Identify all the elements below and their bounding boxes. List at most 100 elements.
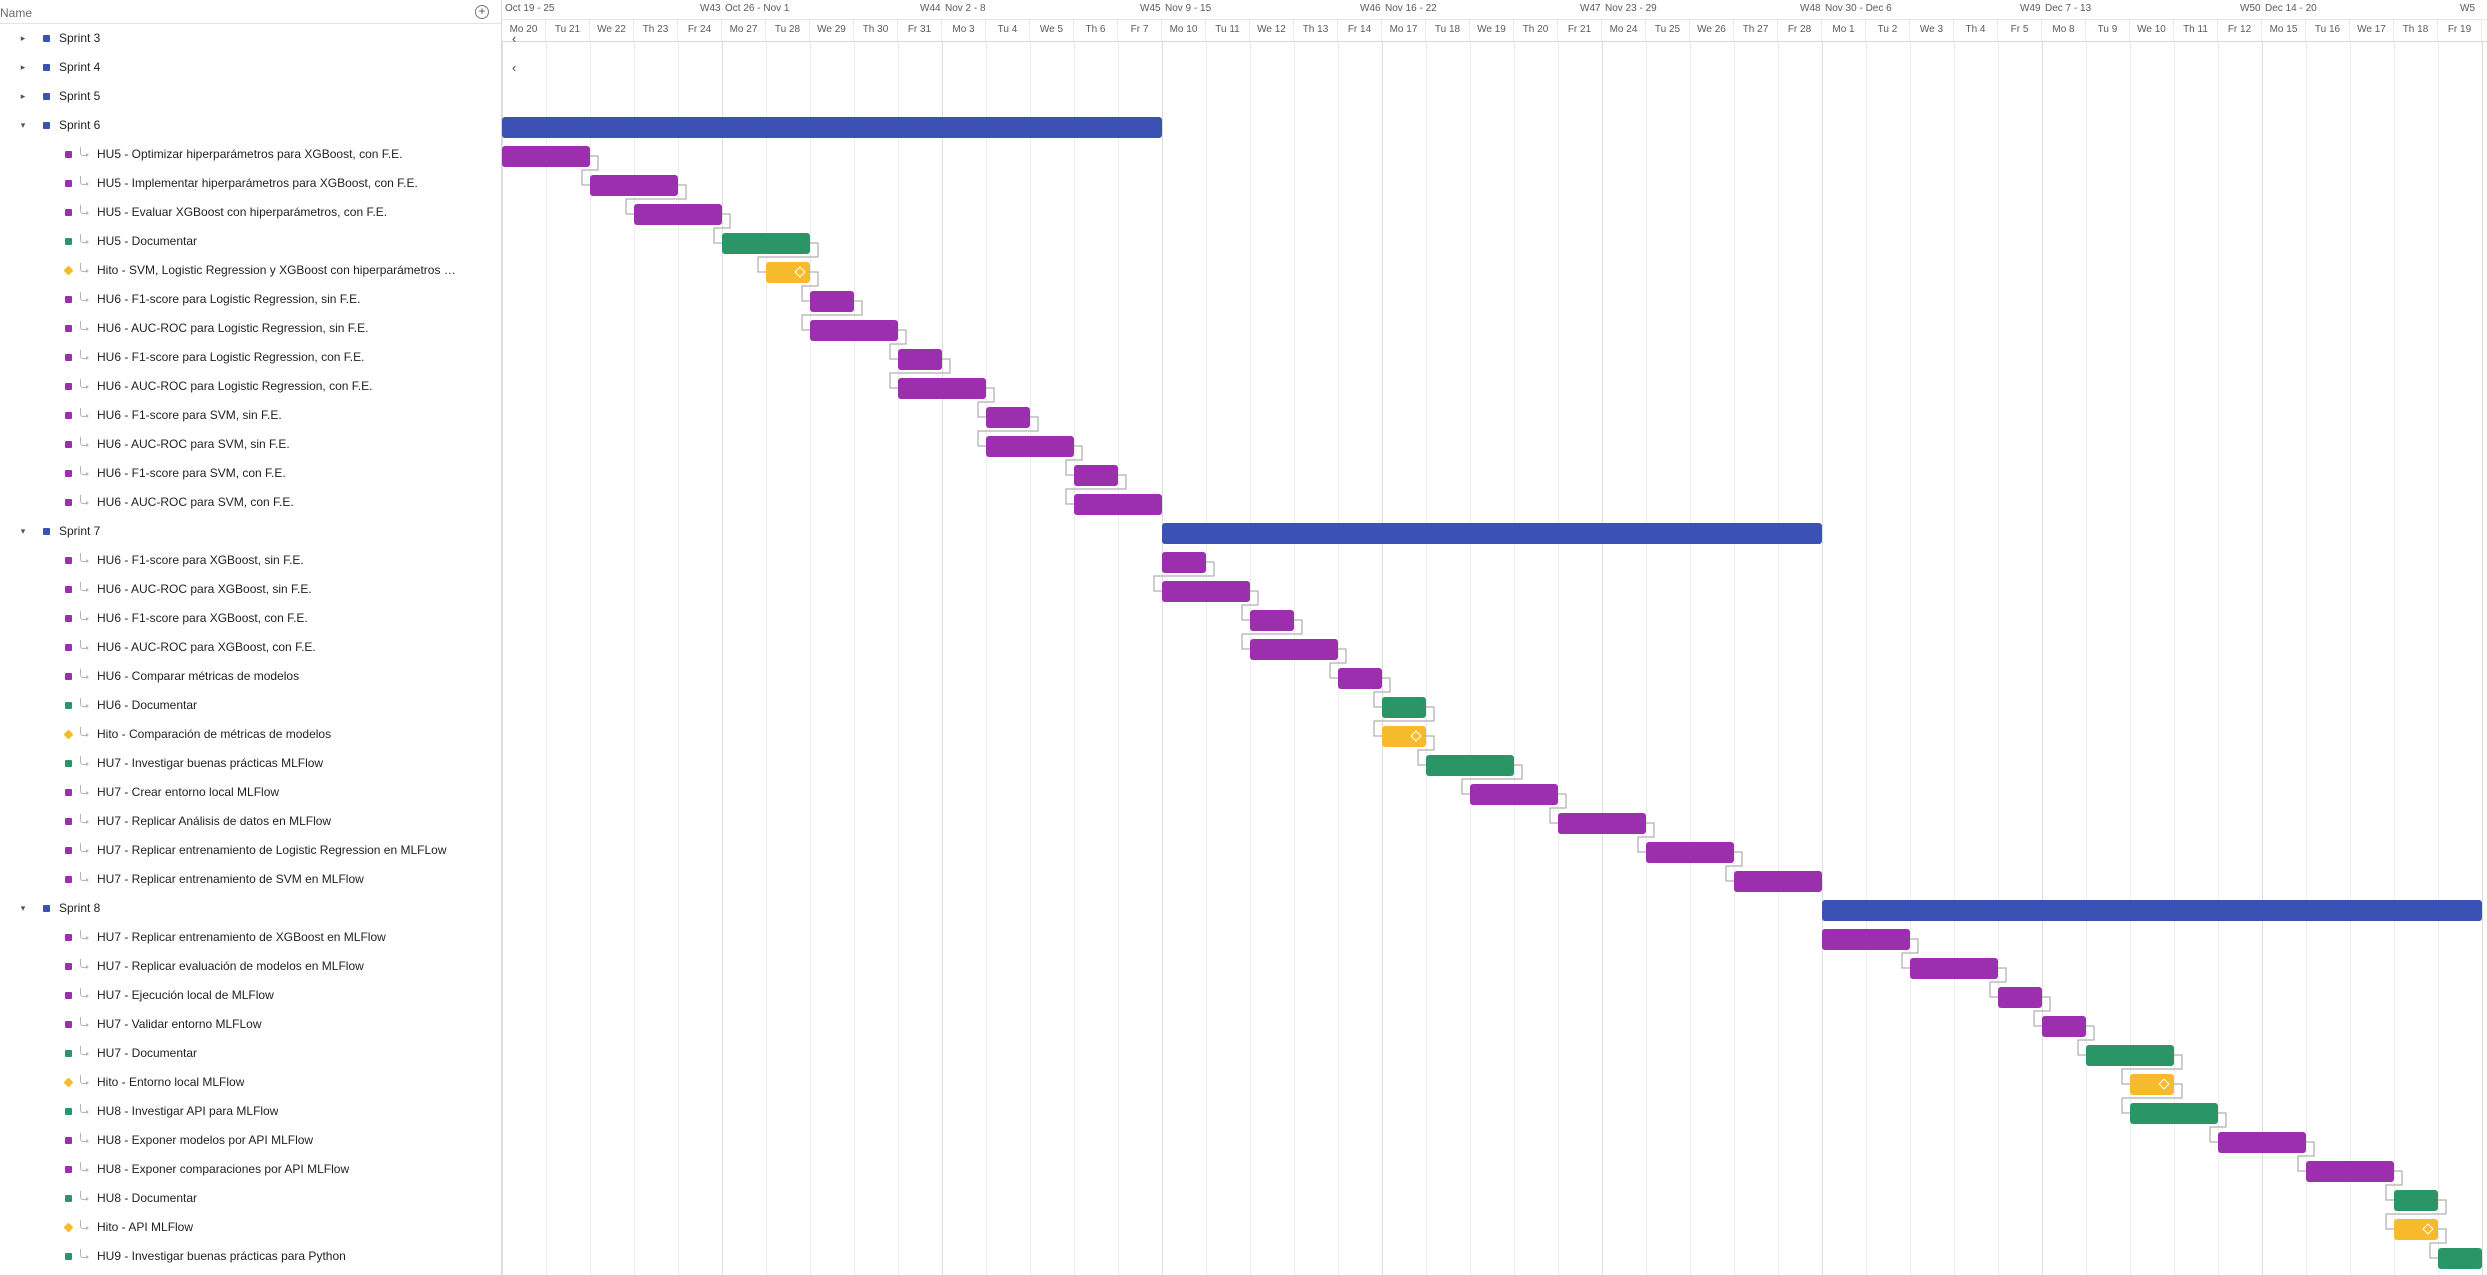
sprint-bar[interactable]	[1822, 900, 2482, 921]
sprint-bar[interactable]	[1162, 523, 1822, 544]
task-row[interactable]: HU6 - F1-score para SVM, con F.E.	[0, 459, 501, 488]
task-bar[interactable]	[1646, 842, 1734, 863]
task-bar[interactable]	[2218, 1132, 2306, 1153]
task-bar[interactable]	[1470, 784, 1558, 805]
task-row[interactable]: HU8 - Exponer comparaciones por API MLFl…	[0, 1155, 501, 1184]
milestone-bar[interactable]	[766, 262, 810, 283]
task-bar[interactable]	[1998, 987, 2042, 1008]
task-bar[interactable]	[1734, 871, 1822, 892]
task-bar[interactable]	[1074, 465, 1118, 486]
task-row[interactable]: Hito - Comparación de métricas de modelo…	[0, 720, 501, 749]
task-bar[interactable]	[502, 146, 590, 167]
task-row[interactable]: HU6 - F1-score para SVM, sin F.E.	[0, 401, 501, 430]
task-bar[interactable]	[634, 204, 722, 225]
task-row[interactable]: HU6 - AUC-ROC para Logistic Regression, …	[0, 314, 501, 343]
task-row[interactable]: HU6 - AUC-ROC para SVM, sin F.E.	[0, 430, 501, 459]
task-bar[interactable]	[1910, 958, 1998, 979]
task-row[interactable]: HU6 - F1-score para XGBoost, sin F.E.	[0, 546, 501, 575]
task-row[interactable]: HU8 - Exponer modelos por API MLFlow	[0, 1126, 501, 1155]
task-bar[interactable]	[1382, 697, 1426, 718]
task-row[interactable]: HU6 - Comparar métricas de modelos	[0, 662, 501, 691]
task-bar[interactable]	[1074, 494, 1162, 515]
dependency-connector	[1725, 851, 1743, 882]
task-row[interactable]: HU7 - Ejecución local de MLFlow	[0, 981, 501, 1010]
task-bar[interactable]	[986, 436, 1074, 457]
task-bar[interactable]	[810, 291, 854, 312]
sprint-row[interactable]: ▸ Sprint 3	[0, 24, 501, 53]
task-bar[interactable]	[2306, 1161, 2394, 1182]
plus-circle-icon[interactable]: +	[475, 5, 489, 19]
task-bar[interactable]	[1250, 610, 1294, 631]
task-row[interactable]: HU7 - Crear entorno local MLFlow	[0, 778, 501, 807]
task-bar[interactable]	[590, 175, 678, 196]
task-row[interactable]: HU5 - Implementar hiperparámetros para X…	[0, 169, 501, 198]
task-row[interactable]: HU8 - Documentar	[0, 1184, 501, 1213]
task-row[interactable]: HU5 - Documentar	[0, 227, 501, 256]
subtask-link-icon	[80, 640, 89, 650]
task-row[interactable]: HU6 - Documentar	[0, 691, 501, 720]
subtask-link-icon	[80, 1191, 89, 1201]
task-bar[interactable]	[722, 233, 810, 254]
scroll-to-bar-arrow-icon[interactable]: ‹	[512, 31, 517, 46]
task-row[interactable]: HU7 - Replicar evaluación de modelos en …	[0, 952, 501, 981]
task-row[interactable]: Hito - Entorno local MLFlow	[0, 1068, 501, 1097]
task-bar[interactable]	[1822, 929, 1910, 950]
task-row[interactable]: HU6 - AUC-ROC para XGBoost, con F.E.	[0, 633, 501, 662]
task-bar[interactable]	[1162, 552, 1206, 573]
subtask-link-icon	[80, 495, 89, 505]
task-bar[interactable]	[1162, 581, 1250, 602]
grid-line	[1690, 42, 1691, 1275]
scroll-to-bar-arrow-icon[interactable]: ‹	[512, 60, 517, 75]
task-row[interactable]: HU6 - F1-score para XGBoost, con F.E.	[0, 604, 501, 633]
task-bar[interactable]	[1338, 668, 1382, 689]
task-bar[interactable]	[1558, 813, 1646, 834]
task-color-icon	[65, 876, 72, 883]
sprint-bar[interactable]	[502, 117, 1162, 138]
task-color-icon	[65, 934, 72, 941]
chevron-right-icon[interactable]: ▸	[20, 62, 26, 72]
task-row[interactable]: HU6 - F1-score para Logistic Regression,…	[0, 285, 501, 314]
chevron-down-icon[interactable]: ▾	[20, 903, 26, 913]
sprint-row[interactable]: ▾ Sprint 8	[0, 894, 501, 923]
task-row[interactable]: Hito - SVM, Logistic Regression y XGBoos…	[0, 256, 501, 285]
task-bar[interactable]	[2438, 1248, 2482, 1269]
sprint-row[interactable]: ▾ Sprint 6	[0, 111, 501, 140]
task-bar[interactable]	[2394, 1190, 2438, 1211]
task-bar[interactable]	[2086, 1045, 2174, 1066]
chevron-right-icon[interactable]: ▸	[20, 91, 26, 101]
task-row[interactable]: HU7 - Replicar entrenamiento de XGBoost …	[0, 923, 501, 952]
task-row[interactable]: HU6 - AUC-ROC para Logistic Regression, …	[0, 372, 501, 401]
task-row[interactable]: HU8 - Investigar API para MLFlow	[0, 1097, 501, 1126]
milestone-bar[interactable]	[2130, 1074, 2174, 1095]
task-bar[interactable]	[898, 378, 986, 399]
sprint-row[interactable]: ▾ Sprint 7	[0, 517, 501, 546]
chevron-down-icon[interactable]: ▾	[20, 120, 26, 130]
milestone-bar[interactable]	[2394, 1219, 2438, 1240]
sprint-row[interactable]: ▸ Sprint 5	[0, 82, 501, 111]
sprint-row[interactable]: ▸ Sprint 4	[0, 53, 501, 82]
task-row[interactable]: Hito - API MLFlow	[0, 1213, 501, 1242]
task-bar[interactable]	[898, 349, 942, 370]
task-row[interactable]: HU7 - Documentar	[0, 1039, 501, 1068]
task-row[interactable]: HU7 - Replicar entrenamiento de SVM en M…	[0, 865, 501, 894]
task-bar[interactable]	[1426, 755, 1514, 776]
task-row[interactable]: HU7 - Replicar entrenamiento de Logistic…	[0, 836, 501, 865]
milestone-bar[interactable]	[1382, 726, 1426, 747]
task-row[interactable]: HU7 - Replicar Análisis de datos en MLFl…	[0, 807, 501, 836]
task-row[interactable]: HU6 - AUC-ROC para XGBoost, sin F.E.	[0, 575, 501, 604]
task-row[interactable]: HU9 - Investigar buenas prácticas para P…	[0, 1242, 501, 1271]
task-row[interactable]: HU6 - F1-score para Logistic Regression,…	[0, 343, 501, 372]
task-row[interactable]: HU7 - Validar entorno MLFLow	[0, 1010, 501, 1039]
chevron-down-icon[interactable]: ▾	[20, 526, 26, 536]
task-bar[interactable]	[2130, 1103, 2218, 1124]
week-number-label: W45	[1140, 3, 1161, 14]
task-row[interactable]: HU7 - Investigar buenas prácticas MLFlow	[0, 749, 501, 778]
task-bar[interactable]	[2042, 1016, 2086, 1037]
task-bar[interactable]	[810, 320, 898, 341]
chevron-right-icon[interactable]: ▸	[20, 33, 26, 43]
task-bar[interactable]	[986, 407, 1030, 428]
task-row[interactable]: HU5 - Optimizar hiperparámetros para XGB…	[0, 140, 501, 169]
task-bar[interactable]	[1250, 639, 1338, 660]
task-row[interactable]: HU5 - Evaluar XGBoost con hiperparámetro…	[0, 198, 501, 227]
task-row[interactable]: HU6 - AUC-ROC para SVM, con F.E.	[0, 488, 501, 517]
